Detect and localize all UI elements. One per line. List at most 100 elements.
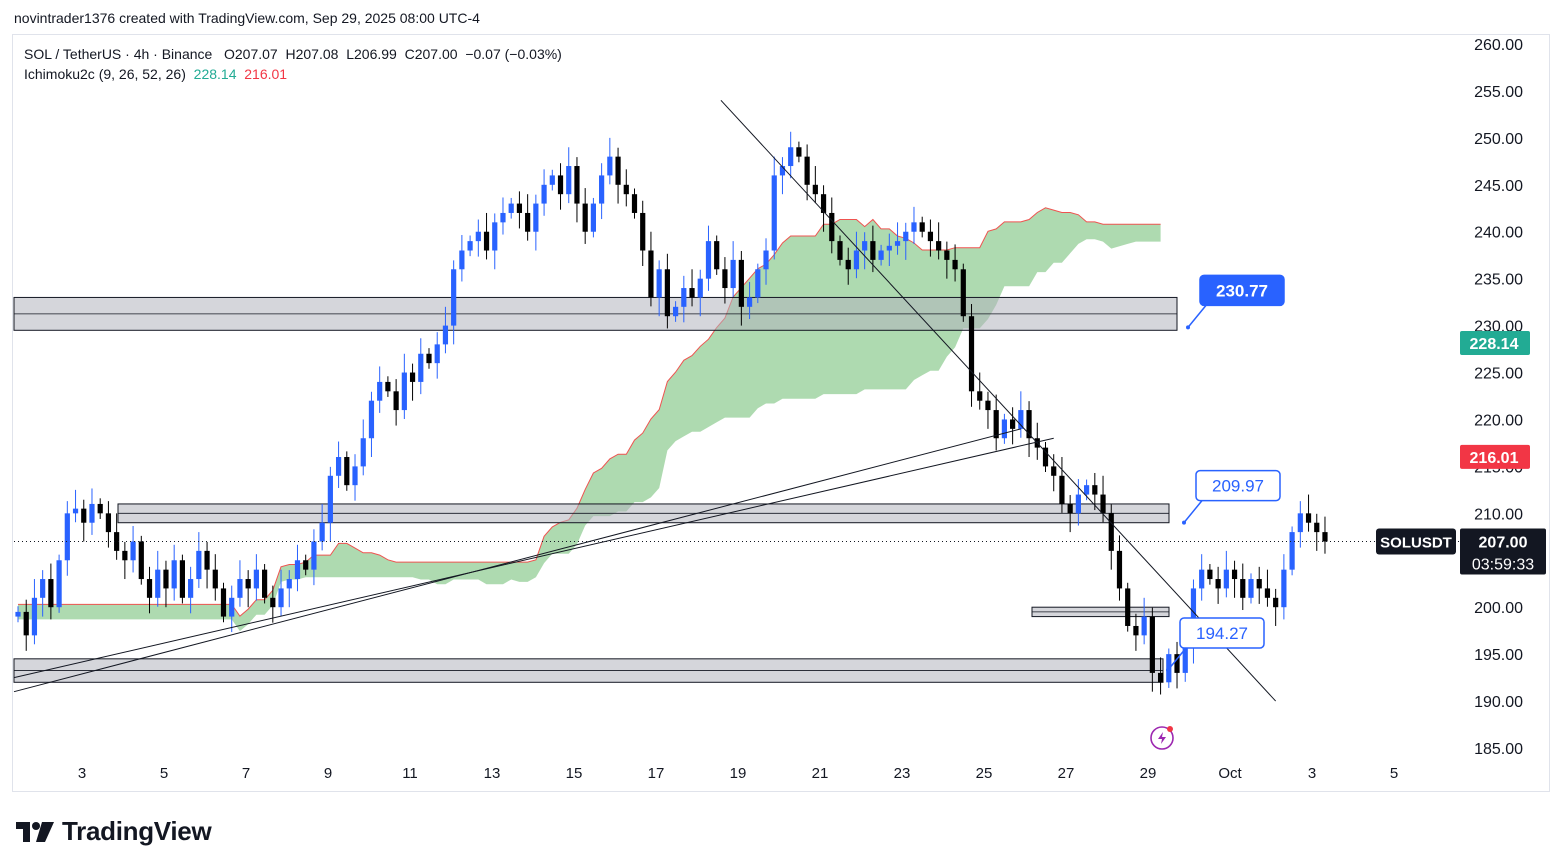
candle-body xyxy=(599,175,605,204)
candle-body xyxy=(146,579,153,598)
candle-body xyxy=(48,579,54,608)
candle-body xyxy=(360,438,366,467)
candle-body xyxy=(1100,494,1106,514)
candle-body xyxy=(1026,410,1032,439)
trendline xyxy=(13,437,1054,679)
candle-body xyxy=(1141,616,1147,636)
candle-body xyxy=(418,353,424,382)
candle-body xyxy=(212,569,218,589)
candle-body xyxy=(664,269,670,317)
price-tick-label: 220.00 xyxy=(1474,412,1523,429)
indicator-value-span-a: 228.14 xyxy=(193,66,237,82)
candle-body xyxy=(730,259,736,289)
candle-body xyxy=(204,550,210,570)
candle-body xyxy=(557,175,564,195)
candle-body xyxy=(294,560,301,580)
candle-body xyxy=(1289,532,1295,570)
candle-body xyxy=(1010,419,1016,429)
trendline xyxy=(720,99,1277,702)
candle-body xyxy=(960,269,966,317)
indicator-value-span-b: 216.01 xyxy=(244,66,288,82)
candle-body xyxy=(574,166,580,204)
callout-pointer xyxy=(1187,304,1207,328)
candle-body xyxy=(1059,475,1065,504)
candle-body xyxy=(81,508,87,523)
candle-body xyxy=(878,250,884,260)
symbol-badge xyxy=(1376,528,1456,555)
candle-body xyxy=(779,166,786,176)
candle-body xyxy=(23,611,29,636)
candle-body xyxy=(763,250,769,270)
trendline xyxy=(13,428,1021,693)
candle-body xyxy=(40,579,46,598)
tradingview-logo[interactable]: TradingView xyxy=(16,816,212,847)
callout-anchor xyxy=(1182,520,1186,525)
candle-body xyxy=(705,241,712,279)
candle-body xyxy=(755,269,761,298)
candle-body xyxy=(1174,654,1180,673)
candle-body xyxy=(886,245,892,251)
callout-box xyxy=(1195,469,1281,502)
candle-body xyxy=(533,203,539,232)
chart-legend[interactable]: SOL / TetherUS · 4h · Binance O207.07 H2… xyxy=(24,44,562,84)
candle-body xyxy=(936,241,942,251)
candle-body xyxy=(344,457,350,486)
candle-body xyxy=(607,156,613,176)
candle-body xyxy=(179,560,185,598)
attribution-text: novintrader1376 created with TradingView… xyxy=(14,10,480,26)
symbol-legend-row[interactable]: SOL / TetherUS · 4h · Binance O207.07 H2… xyxy=(24,44,562,64)
candle-body xyxy=(426,353,432,364)
cloud-span-line xyxy=(18,207,1161,617)
candle-body xyxy=(845,259,851,270)
candle-body xyxy=(1051,466,1057,476)
candle-body xyxy=(237,579,243,598)
candle-body xyxy=(656,269,662,298)
replay-icon[interactable] xyxy=(1150,726,1174,750)
indicator-legend-row[interactable]: Ichimoku2c (9, 26, 52, 26) 228.14 216.01 xyxy=(24,64,562,84)
candle-body xyxy=(500,212,506,223)
trendlines xyxy=(13,99,1277,702)
candle-body xyxy=(188,579,194,598)
countdown-badge-text: 03:59:33 xyxy=(1472,556,1534,573)
span-b-badge-text: 216.01 xyxy=(1470,450,1519,467)
callout-pointer xyxy=(1183,500,1203,524)
price-tick-label: 260.00 xyxy=(1474,37,1523,54)
candle-body xyxy=(97,503,103,514)
candle-body xyxy=(1042,447,1049,467)
time-tick-label: 5 xyxy=(1390,765,1398,782)
candle-body xyxy=(1084,485,1090,495)
callout-box xyxy=(1179,617,1265,649)
time-tick-label: 9 xyxy=(324,765,332,782)
price-tick-label: 255.00 xyxy=(1474,84,1523,101)
candle-body xyxy=(393,391,399,411)
candle-body xyxy=(746,297,753,307)
candle-body xyxy=(130,541,136,561)
candle-body xyxy=(451,269,457,326)
candle-body xyxy=(1182,644,1188,673)
price-tick-label: 200.00 xyxy=(1474,600,1523,617)
candle-body xyxy=(894,241,901,246)
candle-body xyxy=(1297,513,1303,533)
candle-body xyxy=(985,400,991,411)
candle-body xyxy=(1125,588,1131,626)
candle-body xyxy=(385,381,391,392)
price-scale[interactable]: 260.00255.00250.00245.00240.00235.00230.… xyxy=(1474,37,1523,758)
candle-body xyxy=(648,250,654,298)
candle-body xyxy=(72,508,79,514)
price-callouts: 230.77 209.97 194.27 xyxy=(1166,274,1285,672)
candle-body xyxy=(1240,579,1246,598)
price-tick-label: 210.00 xyxy=(1474,506,1523,523)
time-scale[interactable]: 3 5 7 9 11 13 15 17 19 21 23 25 27 29 Oct 3 5 xyxy=(78,765,1398,782)
candle-body xyxy=(401,372,407,411)
last-price-badge-text: 207.00 xyxy=(1479,534,1528,551)
candle-body xyxy=(1149,616,1155,673)
candle-body xyxy=(697,278,703,298)
span-a-badge-text: 228.14 xyxy=(1470,336,1519,353)
candle-body xyxy=(278,588,284,608)
candle-body xyxy=(631,194,638,213)
candle-body xyxy=(245,579,251,589)
price-tick-label: 240.00 xyxy=(1474,225,1523,242)
candle-body xyxy=(15,611,21,617)
candle-body xyxy=(122,550,128,561)
